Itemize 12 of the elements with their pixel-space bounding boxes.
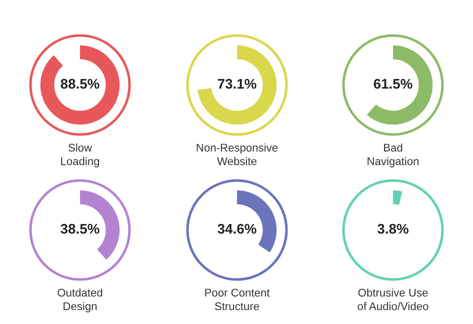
data-label: 88.5% (60, 78, 100, 89)
text: Poor Content Structure (205, 288, 270, 310)
data-label: 38.5% (60, 224, 100, 234)
text: Obtrusive Use of Audio/Video (358, 288, 428, 310)
data-label: 61.5% (374, 78, 412, 89)
data-label: 73.1% (218, 78, 256, 89)
text: Outdated Design (58, 288, 102, 312)
text: Slow Loading (61, 143, 100, 168)
text: Non-Responsive Website (196, 143, 278, 166)
text: Bad Navigation (368, 143, 419, 168)
data-label: 3.8% (377, 224, 408, 234)
data-label: 34.6% (218, 224, 256, 234)
